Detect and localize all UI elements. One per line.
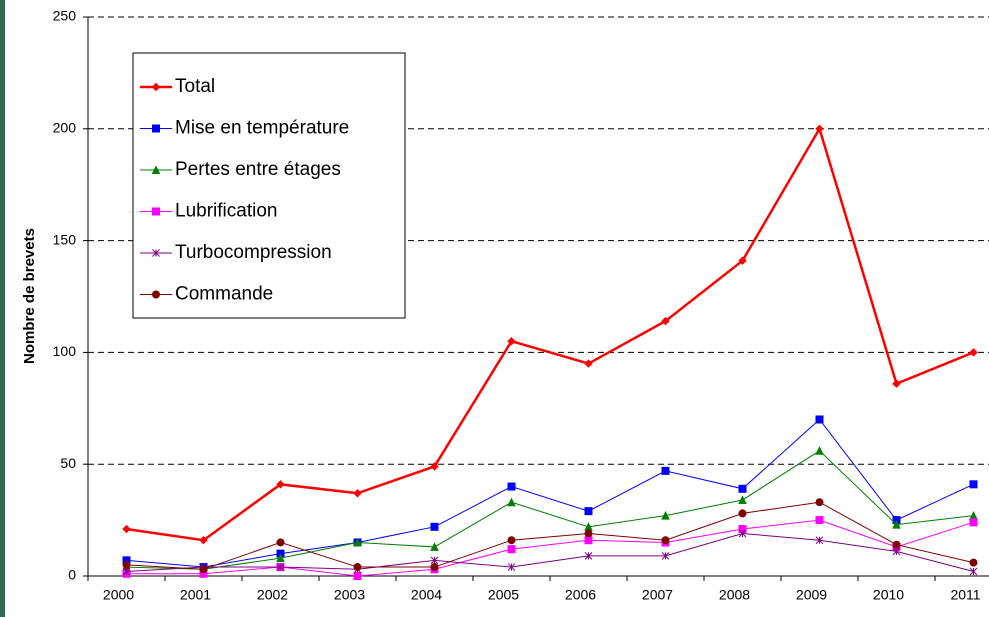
legend: Total Mise en température Pertes entre éta… <box>132 52 406 319</box>
y-tick-label: 100 <box>53 343 77 359</box>
marker <box>507 545 516 554</box>
marker <box>151 82 161 92</box>
marker <box>353 563 362 572</box>
marker <box>892 540 901 549</box>
series-line <box>126 533 974 573</box>
marker <box>584 552 593 560</box>
marker <box>969 348 978 357</box>
marker <box>815 498 824 507</box>
marker <box>152 290 160 299</box>
y-tick-label: 150 <box>53 231 77 247</box>
series-line <box>126 501 974 570</box>
series-line <box>126 418 974 568</box>
marker <box>815 536 824 545</box>
marker <box>353 537 362 547</box>
marker <box>969 518 978 527</box>
marker <box>815 124 824 134</box>
legend-label: Turbocompression <box>175 242 332 263</box>
marker <box>892 547 901 556</box>
series-line <box>126 450 974 570</box>
marker <box>661 552 670 560</box>
marker <box>507 563 516 571</box>
marker <box>969 567 978 576</box>
marker <box>738 495 747 504</box>
legend-label: Total <box>175 76 215 97</box>
x-tick-label: 2007 <box>642 587 673 603</box>
marker <box>661 536 670 545</box>
marker <box>152 124 160 133</box>
x-tick-label: 2011 <box>950 587 980 603</box>
marker <box>199 536 208 545</box>
x-tick-label: 2009 <box>796 587 827 603</box>
series-line <box>126 125 974 542</box>
marker <box>738 256 747 265</box>
x-tick-label: 2002 <box>257 587 288 603</box>
marker <box>969 558 978 567</box>
legend-label: Lubrification <box>175 201 277 222</box>
legend-box <box>132 52 406 319</box>
marker <box>584 507 593 516</box>
y-tick-label: 0 <box>68 567 76 583</box>
y-tick-label: 50 <box>60 455 76 471</box>
marker <box>152 249 160 257</box>
marker <box>969 480 978 489</box>
marker <box>122 567 131 576</box>
legend-label: Commande <box>175 284 273 305</box>
marker <box>661 466 670 475</box>
x-tick-label: 2005 <box>488 587 519 603</box>
marker <box>584 529 593 538</box>
marker <box>507 482 516 491</box>
marker <box>353 489 362 498</box>
marker <box>815 516 824 525</box>
x-tick-label: 2010 <box>873 587 904 603</box>
y-axis-label: Nombre de brevets <box>21 228 38 364</box>
x-tick-label: 2004 <box>411 587 442 603</box>
legend-label: Pertes entre étages <box>175 159 341 180</box>
marker <box>815 446 824 455</box>
x-tick-label: 2001 <box>180 587 211 603</box>
marker <box>430 563 439 572</box>
series-line <box>126 519 974 577</box>
marker <box>661 511 670 520</box>
x-tick-label: 2008 <box>719 587 750 603</box>
marker <box>738 509 747 518</box>
marker <box>276 563 285 571</box>
x-tick-label: 2000 <box>103 587 134 603</box>
marker <box>276 538 285 547</box>
marker <box>738 484 747 493</box>
x-tick-label: 2006 <box>565 587 596 603</box>
marker <box>199 565 208 574</box>
marker <box>353 572 362 580</box>
legend-label: Mise en température <box>175 118 349 139</box>
marker <box>122 560 131 569</box>
marker <box>507 497 516 507</box>
marker <box>152 207 160 216</box>
marker <box>507 337 516 346</box>
marker <box>430 462 439 471</box>
marker <box>892 519 901 529</box>
marker <box>584 359 593 368</box>
marker <box>584 536 593 545</box>
marker <box>122 524 131 534</box>
marker <box>430 542 439 551</box>
marker <box>430 522 439 531</box>
left-strip <box>0 0 5 617</box>
y-tick-label: 250 <box>53 8 77 24</box>
y-tick-label: 200 <box>53 120 77 136</box>
marker <box>892 379 901 388</box>
marker <box>815 415 824 424</box>
marker <box>276 553 285 563</box>
marker <box>661 316 670 326</box>
marker <box>507 536 516 545</box>
marker <box>738 529 747 538</box>
marker <box>430 556 439 565</box>
x-tick-label: 2003 <box>334 587 365 603</box>
marker <box>151 165 161 174</box>
marker <box>276 480 285 489</box>
